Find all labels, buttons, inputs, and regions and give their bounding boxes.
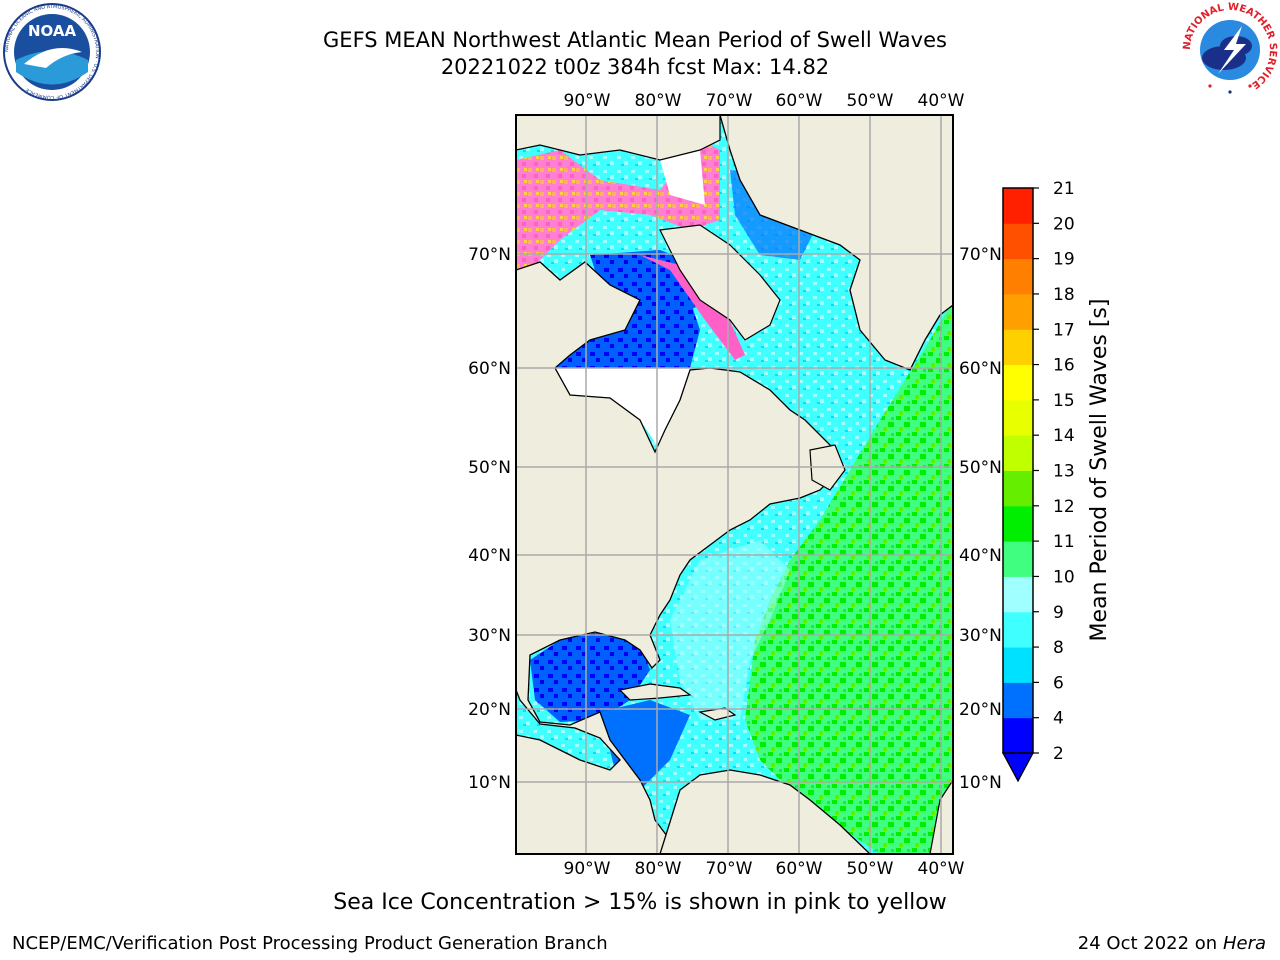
lat-label-right: 20°N <box>959 700 1002 720</box>
graticule <box>516 115 953 854</box>
footer-credit: NCEP/EMC/Verification Post Processing Pr… <box>12 933 608 954</box>
lon-label-top: 50°W <box>847 91 894 111</box>
land-cuba <box>618 683 692 701</box>
lon-label-bottom: 90°W <box>564 859 611 879</box>
noaa-logo-text: NOAA <box>28 22 77 40</box>
land-greenland <box>719 115 953 371</box>
lon-label-bottom: 60°W <box>776 859 823 879</box>
lon-label-bottom: 40°W <box>918 859 965 879</box>
lon-label-top: 60°W <box>776 91 823 111</box>
land-arctic-islands <box>516 115 721 161</box>
ice-covered-area <box>660 150 705 205</box>
map-frame <box>515 114 954 855</box>
gulf-of-mexico-swell <box>530 632 650 722</box>
sea-ice-note: Sea Ice Concentration > 15% is shown in … <box>333 890 947 915</box>
lat-label-right: 30°N <box>959 626 1002 646</box>
lat-label-right: 10°N <box>959 773 1002 793</box>
sea-ice <box>516 140 720 270</box>
lon-label-top: 40°W <box>918 91 965 111</box>
lat-label-left: 40°N <box>468 546 511 566</box>
lat-label-left: 70°N <box>468 245 511 265</box>
lon-label-bottom: 50°W <box>847 859 894 879</box>
chart-subtitle: 20221022 t00z 384h fcst Max: 14.82 <box>440 55 830 79</box>
lon-label-top: 90°W <box>564 91 611 111</box>
lat-label-right: 50°N <box>959 458 1002 478</box>
lat-label-left: 60°N <box>468 359 511 379</box>
chart-title: GEFS MEAN Northwest Atlantic Mean Period… <box>323 28 947 52</box>
lat-label-left: 20°N <box>468 700 511 720</box>
lon-label-top: 80°W <box>635 91 682 111</box>
lat-label-left: 50°N <box>468 458 511 478</box>
sea-ice-edge <box>640 255 745 360</box>
lat-label-right: 70°N <box>959 245 1002 265</box>
lat-label-left: 10°N <box>468 773 511 793</box>
lon-label-top: 70°W <box>706 91 753 111</box>
swell-zone-9-11s <box>745 300 953 854</box>
footer-host: Hera <box>1222 933 1266 954</box>
lon-label-bottom: 70°W <box>706 859 753 879</box>
lat-label-right: 60°N <box>959 359 1002 379</box>
lat-label-right: 40°N <box>959 546 1002 566</box>
footer-date: 24 Oct 2022 on Hera <box>1078 933 1266 954</box>
lon-label-bottom: 80°W <box>635 859 682 879</box>
lat-label-left: 30°N <box>468 626 511 646</box>
footer-date-text: 24 Oct 2022 on <box>1077 933 1223 954</box>
land-north-america <box>516 261 841 854</box>
swell-zone-8-9s <box>670 540 790 720</box>
nws-logo-icon: NATIONAL WEATHER SERVICE <box>1182 2 1278 97</box>
noaa-logo-icon: NOAA NATIONAL OCEANIC AND ATMOSPHERIC AD… <box>3 3 101 101</box>
